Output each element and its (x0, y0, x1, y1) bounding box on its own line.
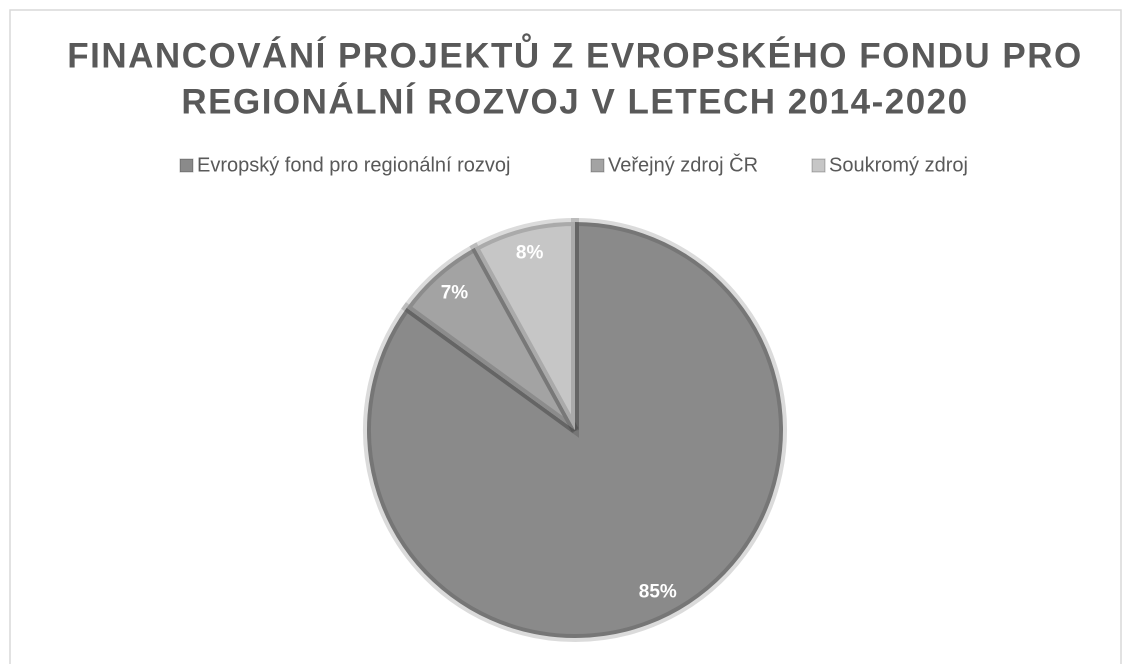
legend-label: Evropský fond pro regionální rozvoj (197, 154, 511, 176)
legend-swatch (179, 158, 194, 173)
legend-label: Veřejný zdroj ČR (608, 153, 758, 176)
legend-swatch (811, 158, 826, 173)
data-label: 85% (639, 581, 677, 602)
pie-slice (401, 242, 579, 434)
pie-slice (469, 217, 579, 432)
legend-swatch (590, 158, 605, 173)
data-label: 7% (441, 282, 469, 303)
pie-slice (363, 217, 787, 642)
chart-title: REGIONÁLNÍ ROZVOJ V LETECH 2014-2020 (181, 81, 968, 121)
chart-title: FINANCOVÁNÍ PROJEKTŮ Z EVROPSKÉHO FONDU … (67, 32, 1082, 75)
data-label: 8% (516, 242, 544, 263)
legend-label: Soukromý zdroj (829, 154, 968, 176)
